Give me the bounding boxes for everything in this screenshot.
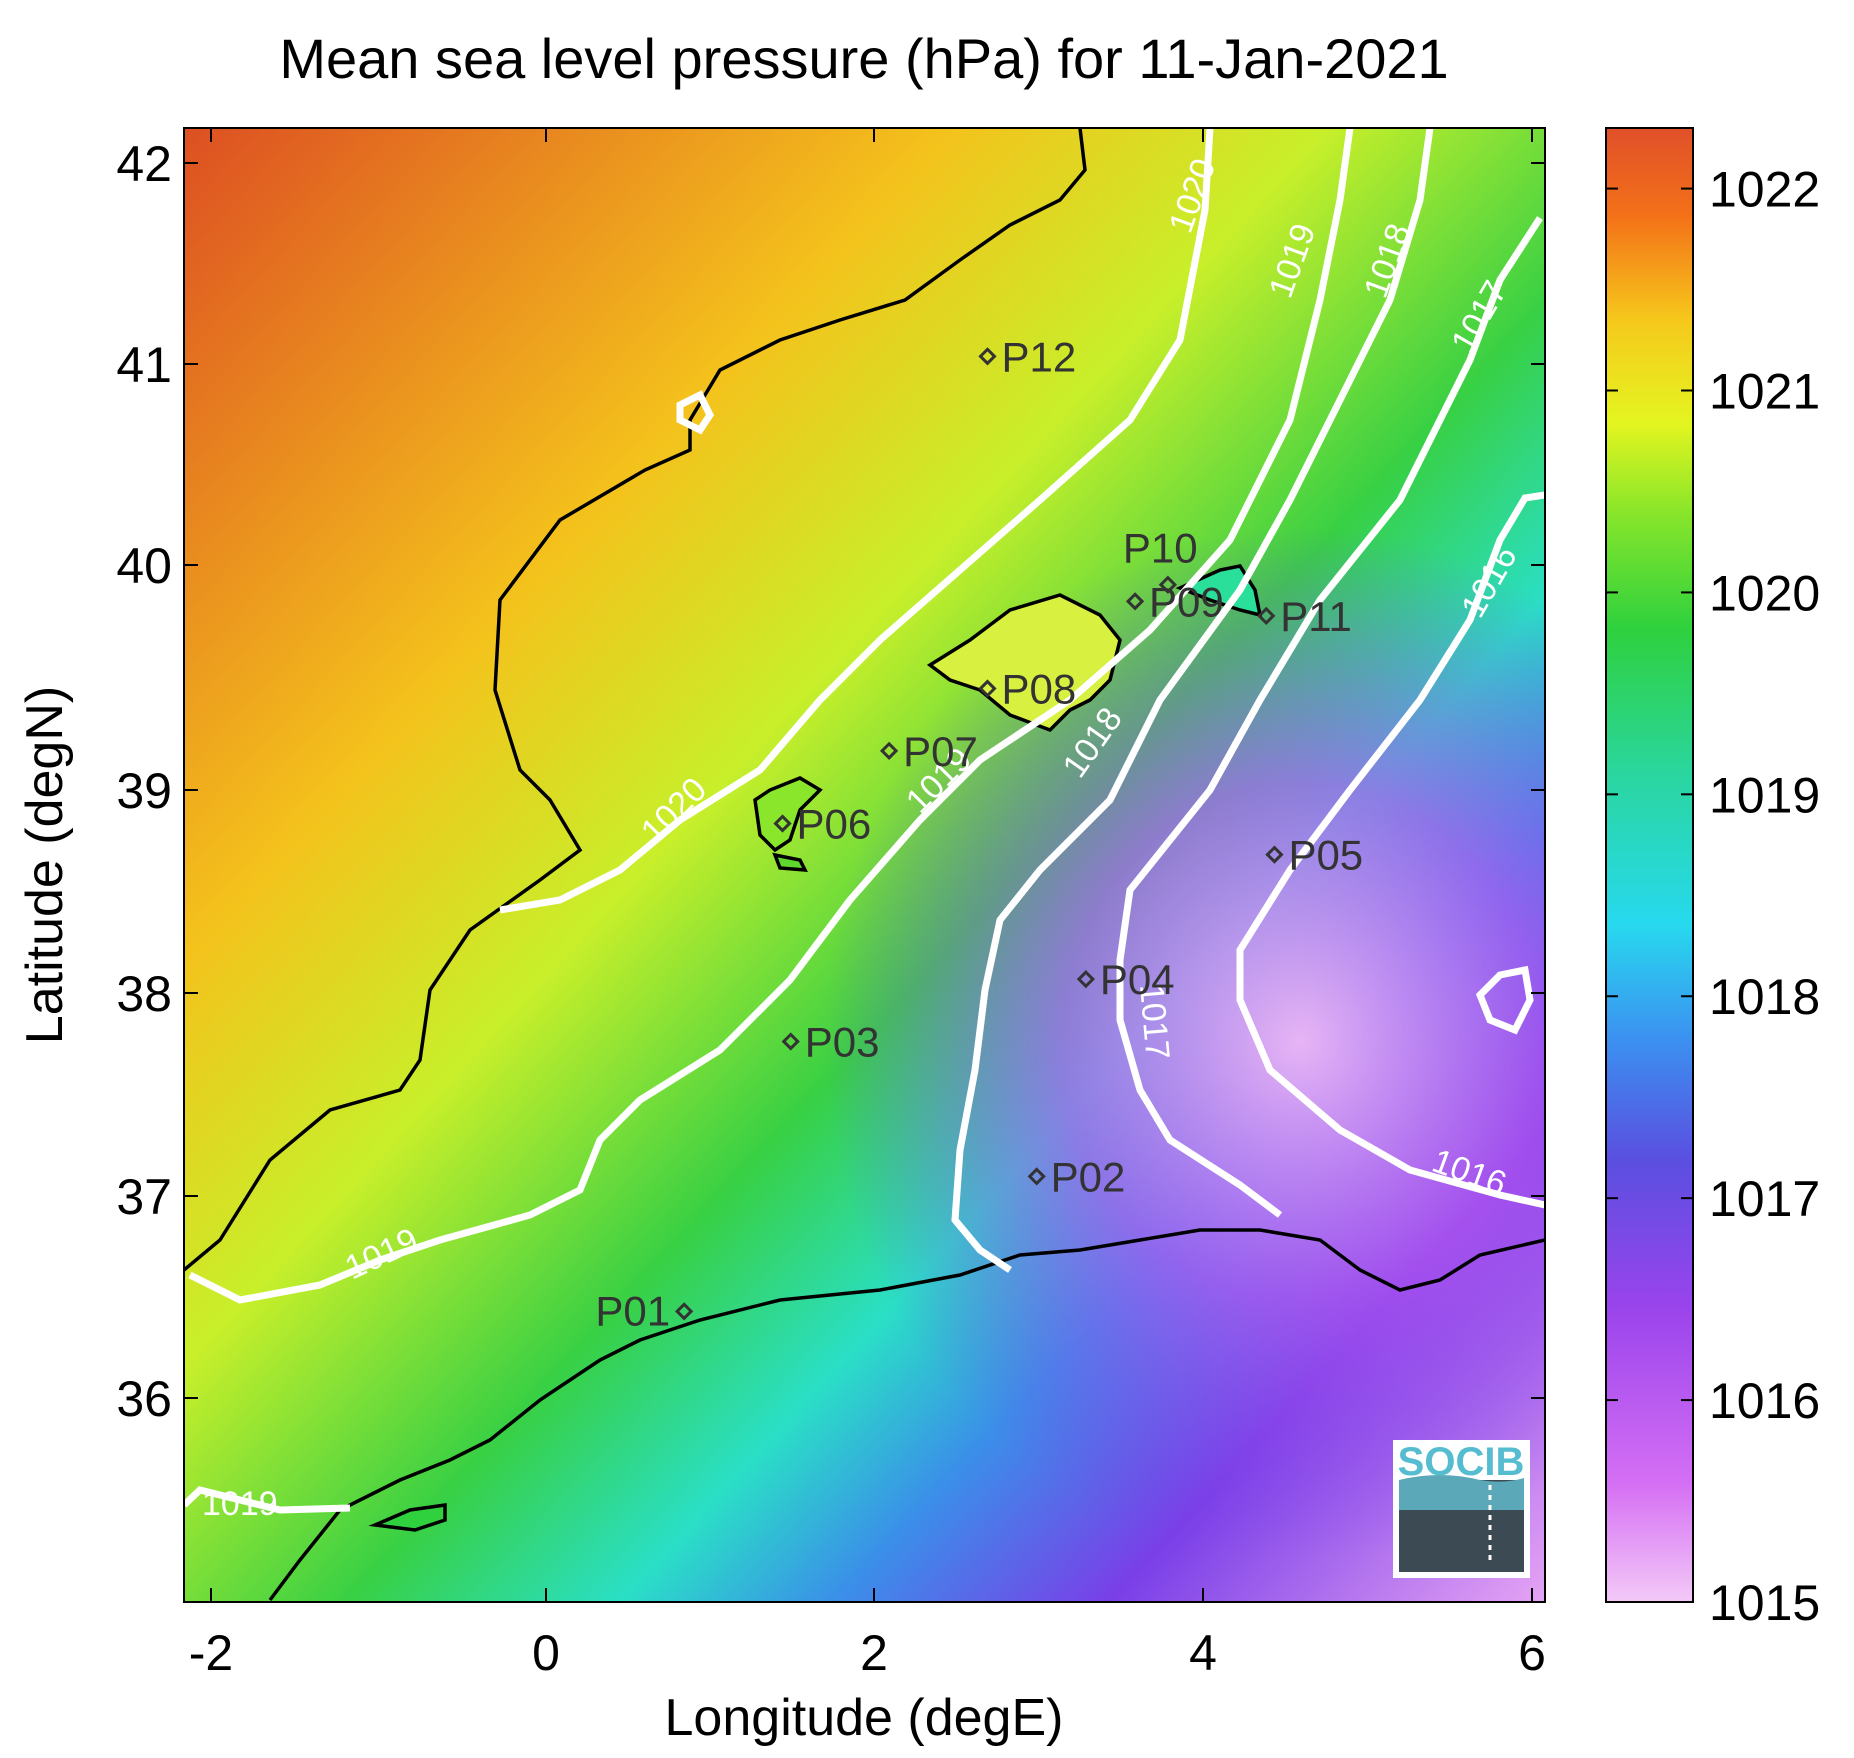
station-label: P02 [1051, 1153, 1126, 1200]
y-axis-label: Latitude (degN) [16, 686, 74, 1044]
station-label: P03 [805, 1018, 880, 1065]
x-axis [210, 128, 1533, 1602]
isobar-label: 1017 [1132, 982, 1176, 1061]
isobar-1016 [1236, 491, 1545, 1209]
station-label: P12 [1001, 333, 1076, 380]
x-axis-label: Longitude (degE) [665, 1689, 1064, 1747]
station-label: P10 [1123, 525, 1198, 572]
x-tick-label: 6 [1518, 1625, 1546, 1681]
station-marker [1076, 970, 1095, 989]
station-marker [1125, 592, 1145, 611]
iberian-coastline [184, 128, 1087, 1272]
colorbar-tick-label: 1020 [1709, 565, 1820, 621]
colorbar: 1022 1021 1020 1019 1018 1017 1016 1015 [1605, 127, 1820, 1631]
colorbar-ticks: 1022 1021 1020 1019 1018 1017 1016 1015 [1606, 162, 1820, 1631]
isobar-1019-north [188, 128, 1354, 1304]
isobar-1017 [1116, 216, 1543, 1218]
station-marker [675, 1302, 694, 1321]
map-plot-area: 1020 1020 1019 1019 1019 1019 1018 1018 … [184, 128, 1545, 1602]
isobar-1016-small [1475, 965, 1534, 1035]
isobar-1020-small [676, 390, 715, 435]
station-label: P08 [1001, 666, 1076, 713]
african-coastline [268, 1228, 1545, 1602]
low-pressure-center [184, 128, 1545, 1602]
x-tick-label: 4 [1189, 1625, 1217, 1681]
y-axis [184, 162, 1545, 1399]
y-tick-labels: 42 41 40 39 38 37 36 [116, 136, 172, 1427]
isobar-label: 1019 [202, 1485, 278, 1523]
isobar-1018 [951, 128, 1434, 1273]
colorbar-tick-label: 1015 [1709, 1575, 1820, 1631]
colorbar-gradient [1605, 127, 1694, 1603]
ibiza-coastline [753, 776, 823, 853]
station-label: P04 [1100, 956, 1175, 1003]
station-marker [978, 347, 997, 366]
y-tick-label: 36 [116, 1371, 172, 1427]
colorbar-tick-label: 1018 [1709, 969, 1820, 1025]
colorbar-tick-label: 1021 [1709, 363, 1820, 419]
y-tick-label: 42 [116, 136, 172, 192]
y-tick-label: 39 [116, 763, 172, 819]
station-marker [773, 814, 792, 833]
socib-logo-text: SOCIB [1398, 1440, 1525, 1484]
station-marker [781, 1032, 800, 1051]
plot-frame [183, 127, 1546, 1603]
colorbar-tick-label: 1019 [1709, 767, 1820, 823]
x-tick-labels: -2 0 2 4 6 [189, 1625, 1546, 1681]
isobars [184, 128, 1545, 1514]
station-marker [978, 679, 997, 698]
station-label: P07 [903, 728, 978, 775]
x-tick-label: 0 [532, 1625, 560, 1681]
colorbar-tick-label: 1016 [1709, 1373, 1820, 1429]
x-tick-label: 2 [860, 1625, 888, 1681]
station-label: P11 [1280, 593, 1352, 640]
isobar-1020 [499, 128, 1214, 914]
isobar-1019-south [184, 1486, 351, 1514]
station-marker [1265, 845, 1284, 864]
colorbar-tick-label: 1017 [1709, 1171, 1820, 1227]
menorca-coastline [1175, 564, 1263, 618]
y-tick-label: 41 [116, 337, 172, 393]
y-tick-label: 37 [116, 1169, 172, 1225]
y-tick-label: 38 [116, 966, 172, 1022]
formentera-coastline [772, 852, 808, 872]
station-label: P01 [595, 1287, 670, 1334]
station-marker [1257, 606, 1276, 625]
x-tick-label: -2 [189, 1625, 233, 1681]
colorbar-tick-label: 1022 [1709, 162, 1820, 218]
station-label: P06 [797, 800, 872, 847]
station-marker [1158, 575, 1177, 594]
station-label: P05 [1288, 832, 1363, 879]
alboran-island-coastline [368, 1502, 447, 1532]
chart-title: Mean sea level pressure (hPa) for 11-Jan… [279, 27, 1448, 90]
y-tick-label: 40 [116, 538, 172, 594]
station-marker [879, 741, 899, 760]
station-marker [1027, 1167, 1046, 1186]
socib-logo: SOCIB [1393, 1440, 1530, 1578]
